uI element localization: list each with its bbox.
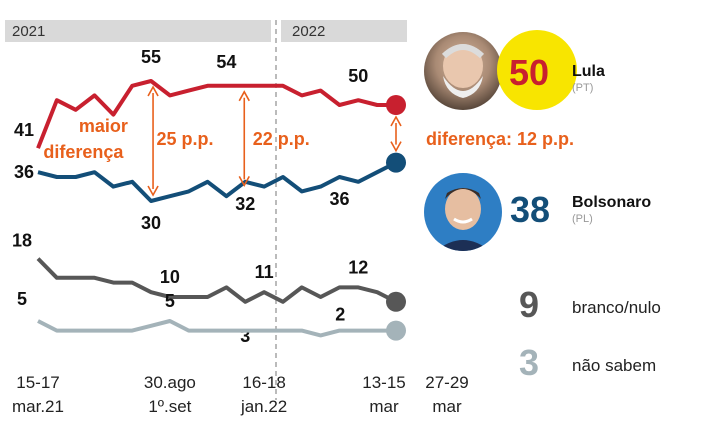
gap-arrow-2021-head-bottom (147, 185, 159, 197)
series-line-nosabem (37, 319, 396, 338)
annotation-diferenca: diferença (43, 142, 124, 162)
bolsonaro-party: (PL) (572, 213, 593, 225)
annotation-gap-2022: 22 p.p. (253, 129, 310, 149)
lula-party: (PT) (572, 82, 594, 94)
naosabem-label: não sabem (572, 356, 657, 375)
series-end-marker-nosabem (386, 320, 406, 341)
lula-value: 50 (509, 52, 550, 93)
data-label-branconulo: 18 (12, 231, 32, 251)
bolsonaro-face-icon (436, 188, 490, 251)
x-tick-label-line2: jan.22 (240, 397, 287, 416)
series-line-branconulo (36, 257, 397, 304)
x-tick-label-line2: mar.21 (12, 397, 64, 416)
data-label-bolsonaro: 30 (141, 213, 161, 233)
bolsonaro-value: 38 (510, 189, 551, 230)
gap-arrow-2022-head-top (238, 90, 250, 102)
gap-arrow-current-head-top (390, 115, 402, 127)
gap-arrow-2022-head-bottom (238, 176, 250, 188)
data-label-bolsonaro: 36 (14, 162, 34, 182)
annotation-gap-2021: 25 p.p. (157, 129, 214, 149)
data-label-nosabem: 5 (165, 291, 175, 311)
annotation-maior: maior (79, 116, 128, 136)
series-line-bolsonaro (37, 160, 397, 203)
gap-arrow-current-head-bottom (390, 141, 402, 153)
data-label-lula: 50 (348, 66, 368, 86)
data-label-bolsonaro: 32 (235, 194, 255, 214)
data-label-lula: 41 (14, 120, 34, 140)
data-label-nosabem: 2 (335, 305, 345, 325)
data-label-branconulo: 10 (160, 267, 180, 287)
series-end-marker-bolsonaro (386, 152, 406, 173)
lula-name: Lula (572, 63, 605, 80)
gap-arrow-2021-head-top (147, 85, 159, 97)
x-tick-label-line2: mar (432, 397, 462, 416)
branco-label: branco/nulo (572, 298, 661, 317)
x-tick-label-line1: 13-15 (362, 373, 405, 392)
data-label-bolsonaro: 36 (329, 189, 349, 209)
bolsonaro-photo (424, 173, 502, 251)
series-line-lula (36, 79, 396, 149)
annotation-gap-current: diferença: 12 p.p. (426, 129, 574, 149)
naosabem-value: 3 (519, 342, 540, 383)
year-label-2021: 2021 (12, 23, 46, 40)
bolsonaro-name: Bolsonaro (572, 194, 652, 211)
data-label-lula: 54 (216, 52, 236, 72)
data-label-branconulo: 12 (348, 257, 368, 277)
lula-value-circle (497, 30, 577, 110)
x-tick-label-line2: 1º.set (148, 397, 191, 416)
data-label-nosabem: 5 (17, 289, 27, 309)
x-tick-label-line2: mar (369, 397, 399, 416)
data-label-branconulo: 11 (255, 262, 274, 282)
branco-value: 9 (519, 284, 540, 325)
x-tick-label-line1: 16-18 (242, 373, 285, 392)
year-band-2022 (281, 20, 407, 42)
year-label-2022: 2022 (292, 23, 326, 40)
data-label-lula: 55 (141, 47, 161, 67)
lula-face-icon (441, 44, 485, 98)
series-end-marker-branconulo (386, 291, 406, 312)
series-end-marker-lula (386, 95, 406, 115)
x-tick-label-line1: 15-17 (16, 373, 59, 392)
x-tick-label-line1: 27-29 (425, 373, 468, 392)
data-label-branconulo: 3 (240, 326, 250, 346)
year-band-2021 (5, 20, 271, 42)
lula-photo (424, 32, 502, 110)
x-tick-label-line1: 30.ago (144, 373, 196, 392)
